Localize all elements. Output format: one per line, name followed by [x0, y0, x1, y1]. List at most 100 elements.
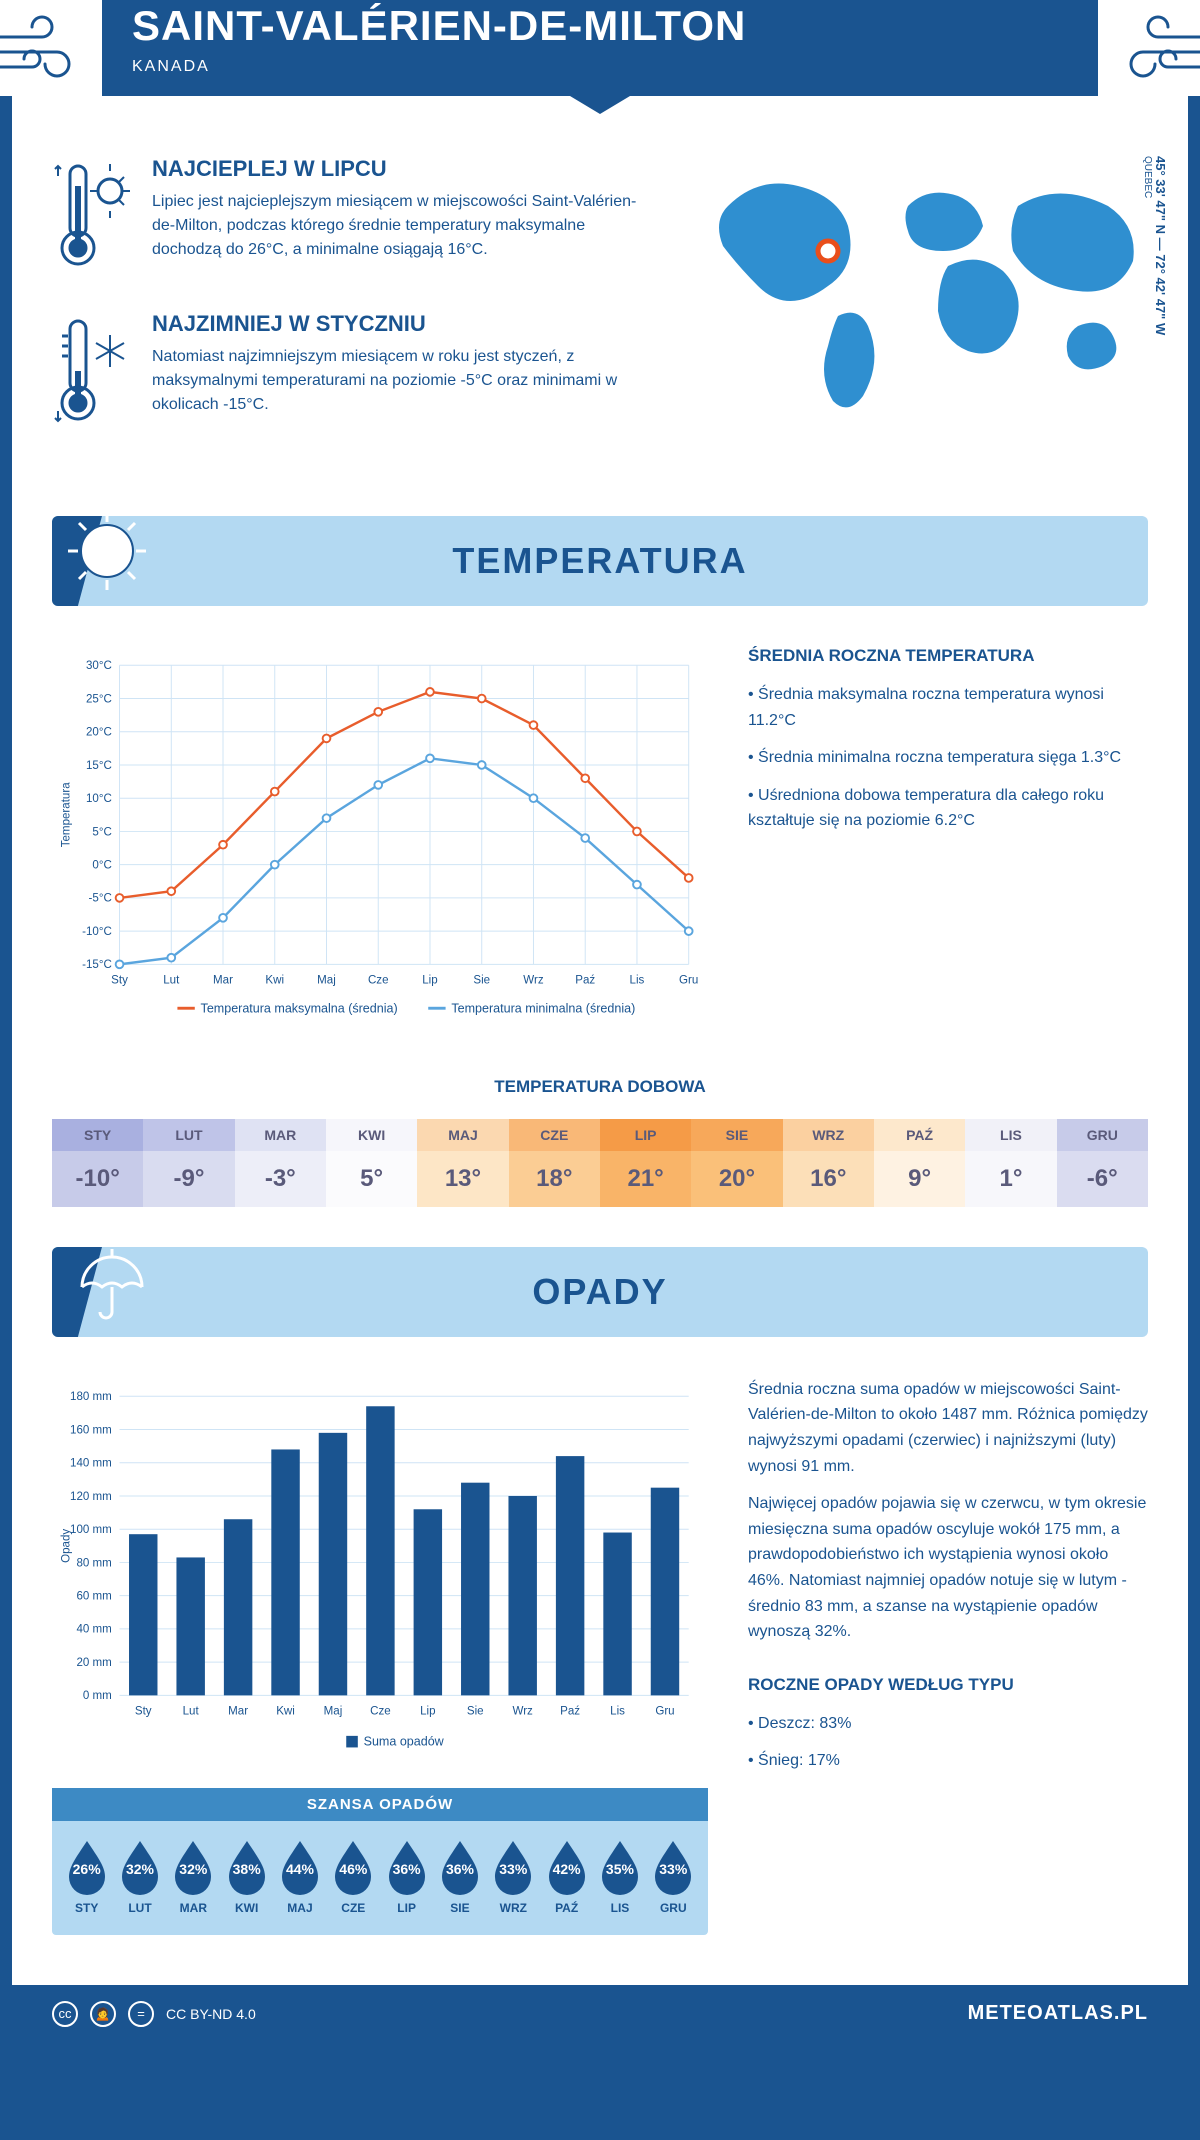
svg-text:Sty: Sty [111, 975, 128, 987]
precip-banner: OPADY [52, 1247, 1148, 1337]
svg-text:Temperatura maksymalna (średni: Temperatura maksymalna (średnia) [201, 1002, 398, 1016]
warmest-text: Lipiec jest najcieplejszym miesiącem w m… [152, 190, 648, 262]
annual-temp-title: ŚREDNIA ROCZNA TEMPERATURA [748, 646, 1148, 666]
svg-text:Cze: Cze [368, 975, 389, 987]
svg-text:Lut: Lut [183, 1706, 200, 1718]
by-icon: 🙍 [90, 2001, 116, 2027]
title-bar: SAINT-VALÉRIEN-DE-MILTON KANADA [102, 0, 1098, 96]
chance-item: 46%CZE [327, 1837, 380, 1915]
chance-item: 32%MAR [167, 1837, 220, 1915]
daily-cell: WRZ16° [783, 1109, 874, 1217]
chance-item: 33%GRU [647, 1837, 700, 1915]
svg-text:25°C: 25°C [86, 693, 112, 705]
nd-icon: = [128, 2001, 154, 2027]
svg-text:Kwi: Kwi [276, 1706, 295, 1718]
svg-text:Gru: Gru [655, 1706, 674, 1718]
svg-text:180 mm: 180 mm [70, 1391, 112, 1403]
coords-label: 45° 33' 47" N — 72° 42' 47" W [1153, 156, 1168, 335]
annual-temp-bullets: Średnia maksymalna roczna temperatura wy… [748, 682, 1148, 834]
precip-type-title: ROCZNE OPADY WEDŁUG TYPU [748, 1675, 1148, 1695]
temp-bullet: Średnia maksymalna roczna temperatura wy… [748, 682, 1148, 733]
svg-text:Mar: Mar [228, 1706, 248, 1718]
coldest-text: Natomiast najzimniejszym miesiącem w rok… [152, 345, 648, 417]
svg-text:Kwi: Kwi [265, 975, 284, 987]
site-name: METEOATLAS.PL [968, 2002, 1148, 2025]
daily-cell: GRU-6° [1057, 1109, 1148, 1217]
svg-text:Suma opadów: Suma opadów [364, 1734, 445, 1748]
daily-cell: LUT-9° [143, 1109, 234, 1217]
daily-cell: SIE20° [691, 1109, 782, 1217]
svg-text:20°C: 20°C [86, 727, 112, 739]
chance-item: 36%LIP [380, 1837, 433, 1915]
temperature-chart: -15°C-10°C-5°C0°C5°C10°C15°C20°C25°C30°C… [52, 646, 708, 1032]
svg-text:120 mm: 120 mm [70, 1491, 112, 1503]
thermometer-hot-icon [52, 156, 132, 281]
precip-type-bullet: Deszcz: 83% [748, 1711, 1148, 1737]
svg-text:40 mm: 40 mm [76, 1624, 111, 1636]
precip-heading: OPADY [76, 1271, 1124, 1313]
country-name: KANADA [132, 58, 1068, 76]
umbrella-icon [62, 1247, 152, 1327]
svg-text:60 mm: 60 mm [76, 1590, 111, 1602]
chance-item: 26%STY [60, 1837, 113, 1915]
daily-cell: LIP21° [600, 1109, 691, 1217]
daily-temp-table: STY-10°LUT-9°MAR-3°KWI5°MAJ13°CZE18°LIP2… [52, 1109, 1148, 1217]
svg-text:80 mm: 80 mm [76, 1557, 111, 1569]
chance-item: 42%PAŹ [540, 1837, 593, 1915]
svg-text:5°C: 5°C [92, 826, 111, 838]
chance-item: 38%KWI [220, 1837, 273, 1915]
city-name: SAINT-VALÉRIEN-DE-MILTON [132, 2, 1068, 50]
svg-text:Lis: Lis [610, 1706, 625, 1718]
daily-cell: MAR-3° [235, 1109, 326, 1217]
svg-text:Cze: Cze [370, 1706, 391, 1718]
daily-cell: CZE18° [509, 1109, 600, 1217]
precip-chance-block: SZANSA OPADÓW 26%STY32%LUT32%MAR38%KWI44… [52, 1788, 708, 1935]
daily-cell: STY-10° [52, 1109, 143, 1217]
svg-text:Temperatura: Temperatura [60, 782, 72, 847]
svg-text:Paź: Paź [575, 975, 595, 987]
svg-text:20 mm: 20 mm [76, 1657, 111, 1669]
svg-text:15°C: 15°C [86, 760, 112, 772]
warmest-title: NAJCIEPLEJ W LIPCU [152, 156, 648, 182]
chance-item: 44%MAJ [273, 1837, 326, 1915]
precip-type-bullet: Śnieg: 17% [748, 1748, 1148, 1774]
svg-text:0°C: 0°C [92, 860, 111, 872]
daily-cell: MAJ13° [417, 1109, 508, 1217]
svg-text:100 mm: 100 mm [70, 1524, 112, 1536]
svg-text:Gru: Gru [679, 975, 698, 987]
license-text: CC BY-ND 4.0 [166, 2006, 256, 2022]
cc-icon: cc [52, 2001, 78, 2027]
chance-item: 33%WRZ [487, 1837, 540, 1915]
svg-text:Temperatura minimalna (średnia: Temperatura minimalna (średnia) [451, 1002, 635, 1016]
sun-icon [62, 516, 152, 596]
thermometer-cold-icon [52, 311, 132, 436]
footer: cc 🙍 = CC BY-ND 4.0 METEOATLAS.PL [12, 1985, 1188, 2043]
svg-text:Lut: Lut [163, 975, 180, 987]
coldest-title: NAJZIMNIEJ W STYCZNIU [152, 311, 648, 337]
wind-icon-left [0, 12, 92, 92]
svg-text:160 mm: 160 mm [70, 1424, 112, 1436]
region-label: QUEBEC [1142, 156, 1153, 198]
svg-text:Lip: Lip [420, 1706, 435, 1718]
world-map: QUEBEC 45° 33' 47" N — 72° 42' 47" W [688, 156, 1148, 466]
temp-bullet: Średnia minimalna roczna temperatura się… [748, 745, 1148, 771]
svg-text:Lis: Lis [630, 975, 645, 987]
wind-icon-right [1108, 12, 1200, 92]
svg-text:Sie: Sie [467, 1706, 484, 1718]
temperature-banner: TEMPERATURA [52, 516, 1148, 606]
daily-cell: LIS1° [965, 1109, 1056, 1217]
svg-text:Wrz: Wrz [513, 1706, 534, 1718]
svg-text:0 mm: 0 mm [83, 1690, 112, 1702]
svg-text:-15°C: -15°C [82, 959, 112, 971]
svg-text:Maj: Maj [324, 1706, 343, 1718]
svg-text:Wrz: Wrz [523, 975, 544, 987]
precip-p2: Najwięcej opadów pojawia się w czerwcu, … [748, 1491, 1148, 1645]
svg-text:10°C: 10°C [86, 793, 112, 805]
svg-text:Lip: Lip [422, 975, 437, 987]
svg-text:-5°C: -5°C [89, 893, 112, 905]
precip-p1: Średnia roczna suma opadów w miejscowośc… [748, 1377, 1148, 1479]
svg-text:Paź: Paź [560, 1706, 580, 1718]
daily-cell: PAŹ9° [874, 1109, 965, 1217]
daily-cell: KWI5° [326, 1109, 417, 1217]
svg-text:-10°C: -10°C [82, 926, 112, 938]
